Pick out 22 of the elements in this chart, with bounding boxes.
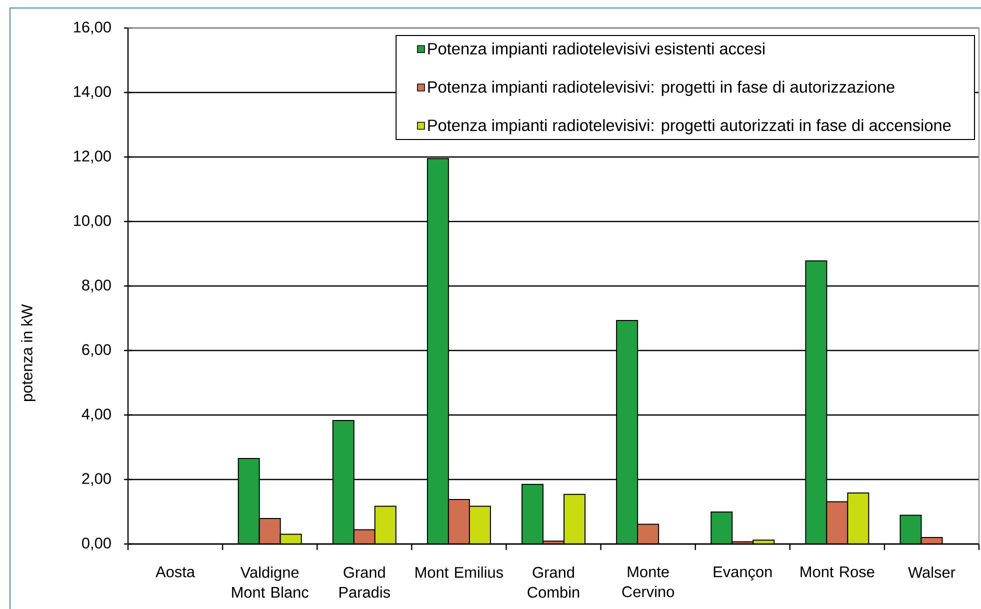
legend-label: Potenza impianti radiotelevisivi: progetti autorizzati in fase di accensione (428, 119, 951, 134)
x-tick-label: Mont Rose (800, 566, 874, 578)
y-tick-label: 12,00 (74, 150, 111, 164)
legend-label: Potenza impianti radiotelevisivi: progetti in fase di autorizzazione (428, 80, 894, 96)
y-tick-label: 4,00 (82, 408, 111, 422)
y-axis-title: potenza in kW (21, 304, 36, 401)
x-tick-label: Mont Emilius (416, 566, 503, 578)
y-tick-label: 0,00 (82, 538, 111, 550)
x-tick-label: Grand Combin (528, 566, 580, 598)
y-tick-label: 16,00 (74, 22, 111, 34)
legend-label: Potenza impianti radiotelevisivi esistenti accesi (428, 42, 764, 58)
x-tick-label: Grand Paradis (339, 566, 390, 598)
x-tick-label: Walser (908, 566, 956, 578)
y-tick-label: 8,00 (82, 280, 111, 292)
x-tick-label: Valdigne Mont Blanc (232, 566, 308, 598)
y-tick-label: 14,00 (74, 86, 111, 99)
x-tick-label: Monte Cervino (622, 566, 674, 598)
x-tick-label: Evançon (714, 566, 772, 580)
y-tick-label: 10,00 (74, 215, 111, 228)
x-tick-label: Aosta (156, 566, 196, 578)
y-tick-label: 6,00 (82, 344, 111, 357)
y-tick-label: 2,00 (82, 473, 111, 486)
